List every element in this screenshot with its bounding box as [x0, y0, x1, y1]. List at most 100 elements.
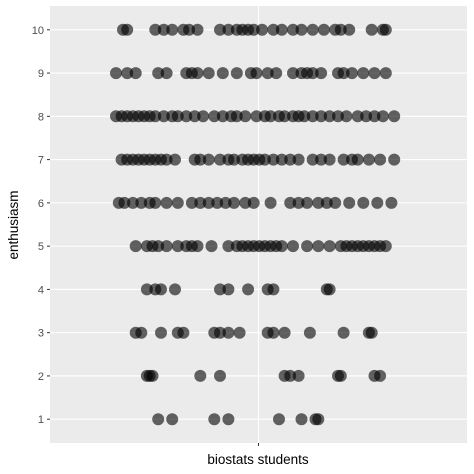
point-y6-2 — [126, 196, 139, 209]
point-y10-2 — [149, 23, 162, 36]
point-y6-21 — [320, 196, 333, 209]
point-y10-14 — [256, 23, 269, 36]
point-y6-23 — [343, 196, 356, 209]
point-y3-10 — [267, 326, 280, 339]
point-y5-5 — [171, 240, 184, 253]
point-y6-15 — [247, 196, 260, 209]
point-y10-18 — [295, 23, 308, 36]
point-y6-7 — [171, 196, 184, 209]
point-y6-17 — [284, 196, 297, 209]
point-y2-9 — [334, 369, 347, 382]
point-y7-32 — [374, 153, 387, 166]
point-y2-11 — [374, 369, 387, 382]
point-y6-20 — [312, 196, 325, 209]
point-y8-19 — [250, 110, 263, 123]
point-y2-7 — [292, 369, 305, 382]
point-y6-24 — [357, 196, 370, 209]
point-y9-22 — [346, 67, 358, 80]
point-y4-5 — [222, 283, 235, 296]
point-y6-19 — [301, 196, 314, 209]
point-y6-25 — [371, 196, 384, 209]
point-y10-3 — [157, 23, 170, 36]
data-points — [110, 23, 401, 426]
point-y10-22 — [334, 23, 347, 36]
point-y5-22 — [312, 240, 325, 253]
point-y6-6 — [160, 196, 173, 209]
point-y10-26 — [379, 23, 392, 36]
point-y6-22 — [329, 196, 342, 209]
point-y8-13 — [197, 110, 210, 123]
point-y6-5 — [149, 196, 162, 209]
point-y8-8 — [157, 110, 170, 123]
point-y5-8 — [191, 240, 204, 253]
point-y10-15 — [267, 23, 280, 36]
point-y10-4 — [166, 23, 179, 36]
point-y8-12 — [188, 110, 201, 123]
point-y5-9 — [205, 240, 218, 253]
y-tick-label-9: 9 — [38, 68, 44, 80]
point-y9-14 — [270, 67, 283, 80]
y-tick-label-8: 8 — [38, 111, 44, 123]
point-y7-24 — [292, 153, 305, 166]
point-y9-12 — [250, 67, 263, 80]
point-y7-28 — [337, 153, 350, 166]
point-y1-1 — [166, 413, 179, 426]
point-y6-11 — [211, 196, 224, 209]
point-y7-33 — [388, 153, 401, 166]
point-y7-20 — [258, 153, 271, 166]
point-y8-33 — [360, 110, 373, 123]
point-y8-36 — [388, 110, 401, 123]
point-y4-3 — [169, 283, 181, 296]
point-y7-25 — [306, 153, 319, 166]
y-axis-title: enthusiasm — [6, 190, 21, 259]
point-y3-7 — [222, 326, 235, 339]
point-y8-11 — [180, 110, 193, 123]
point-y6-14 — [239, 196, 252, 209]
point-y9-10 — [230, 67, 243, 80]
point-y6-26 — [385, 196, 398, 209]
point-y6-9 — [194, 196, 207, 209]
point-y5-20 — [287, 240, 299, 253]
point-y10-1 — [121, 23, 134, 36]
point-y8-34 — [368, 110, 381, 123]
point-y5-23 — [323, 240, 336, 253]
point-y3-6 — [214, 326, 226, 339]
point-y3-1 — [135, 326, 148, 339]
point-y8-15 — [216, 110, 229, 123]
point-y8-28 — [315, 110, 328, 123]
point-y4-4 — [214, 283, 226, 296]
point-y3-2 — [155, 326, 167, 339]
point-y10-17 — [287, 23, 299, 36]
point-y8-23 — [278, 110, 291, 123]
point-y6-13 — [228, 196, 240, 209]
point-y5-10 — [222, 240, 235, 253]
point-y3-12 — [303, 326, 316, 339]
point-y3-8 — [233, 326, 246, 339]
point-y10-19 — [306, 23, 319, 36]
point-y9-2 — [129, 67, 142, 80]
point-y3-11 — [278, 326, 291, 339]
y-tick-label-6: 6 — [38, 198, 44, 210]
point-y6-8 — [185, 196, 198, 209]
point-y6-3 — [135, 196, 148, 209]
point-y8-17 — [230, 110, 243, 123]
point-y4-0 — [140, 283, 153, 296]
point-y2-2 — [146, 369, 159, 382]
point-y8-31 — [340, 110, 353, 123]
point-y5-3 — [152, 240, 165, 253]
y-tick-label-1: 1 — [38, 414, 44, 426]
point-y4-10 — [323, 283, 336, 296]
point-y10-13 — [247, 23, 260, 36]
point-y9-13 — [261, 67, 274, 80]
point-y1-7 — [312, 413, 325, 426]
point-y9-9 — [216, 67, 229, 80]
y-tick-label-10: 10 — [32, 25, 44, 37]
point-y9-1 — [121, 67, 134, 80]
point-y7-8 — [160, 153, 173, 166]
point-y6-12 — [219, 196, 232, 209]
point-y1-2 — [208, 413, 221, 426]
point-y9-8 — [202, 67, 215, 80]
point-y3-15 — [365, 326, 378, 339]
point-y7-12 — [202, 153, 215, 166]
point-y10-9 — [222, 23, 235, 36]
